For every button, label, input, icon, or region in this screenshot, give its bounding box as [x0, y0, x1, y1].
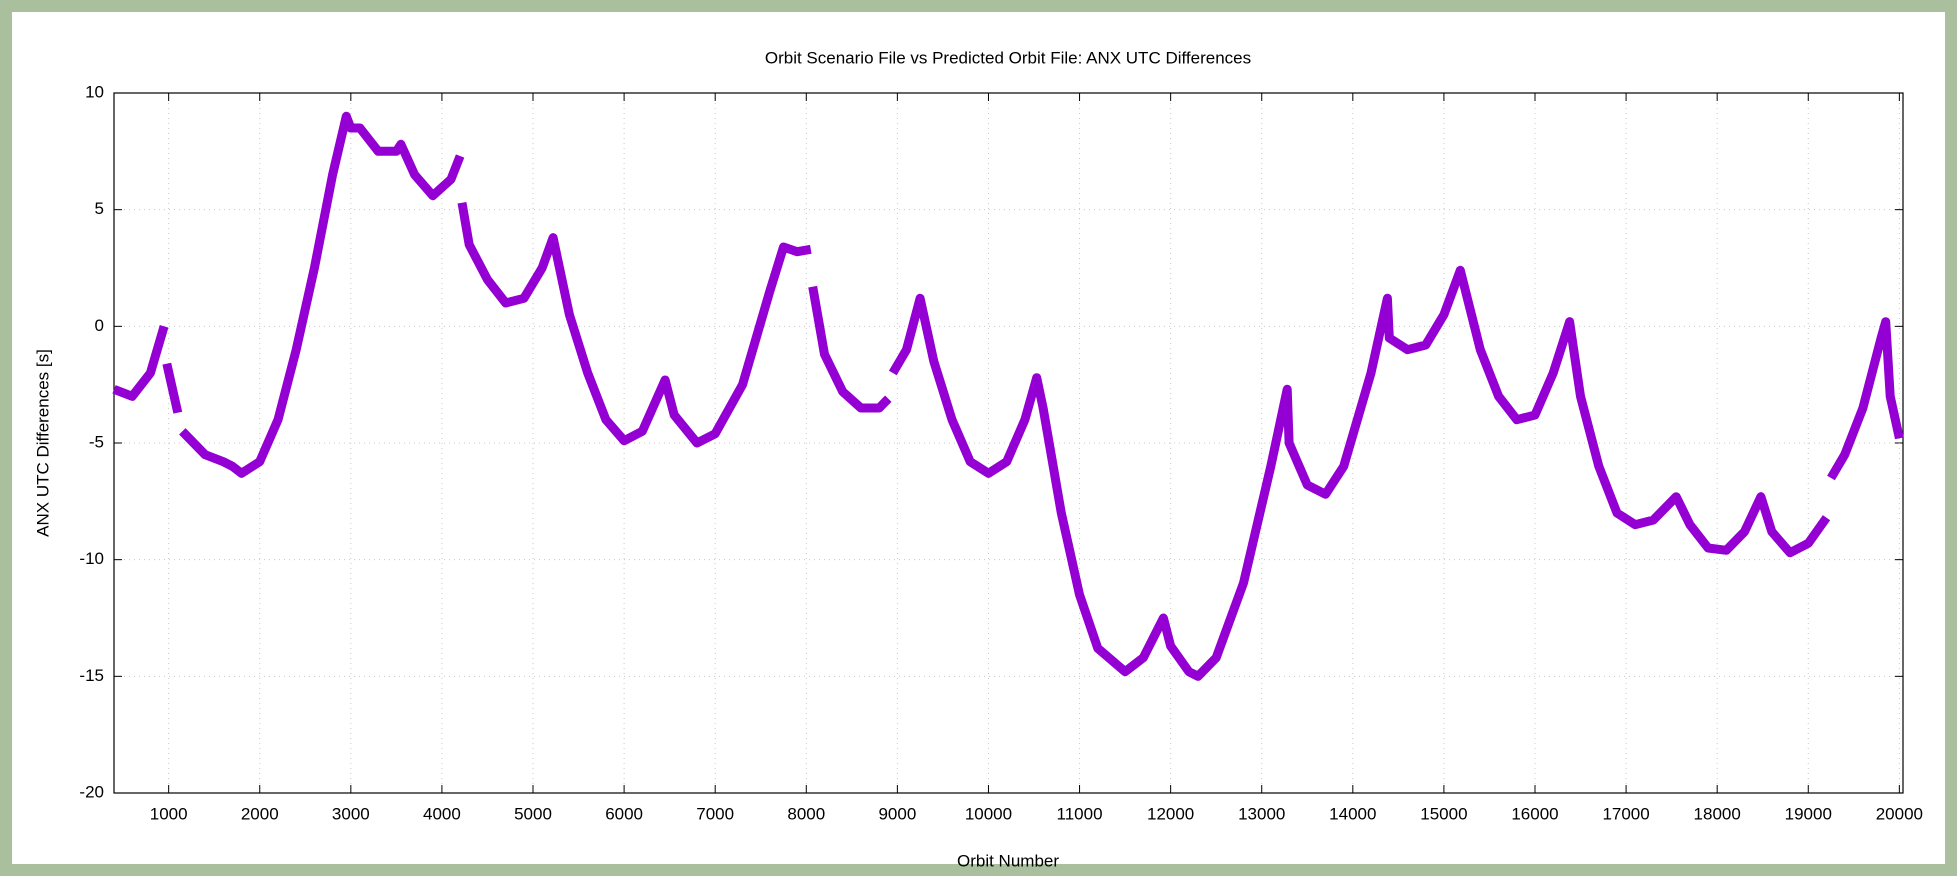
y-tick-label: -20: [79, 782, 104, 801]
y-axis-label: ANX UTC Differences [s]: [33, 349, 52, 537]
x-tick-label: 2000: [241, 804, 279, 823]
y-tick-label: 10: [85, 82, 104, 101]
x-tick-label: 16000: [1511, 804, 1558, 823]
x-tick-label: 1000: [150, 804, 188, 823]
x-tick-label: 13000: [1238, 804, 1285, 823]
y-tick-label: -15: [79, 666, 104, 685]
x-tick-label: 18000: [1694, 804, 1741, 823]
x-tick-label: 20000: [1876, 804, 1923, 823]
x-tick-label: 3000: [332, 804, 370, 823]
x-tick-label: 6000: [605, 804, 643, 823]
x-tick-label: 17000: [1602, 804, 1649, 823]
x-tick-label: 14000: [1329, 804, 1376, 823]
x-tick-label: 5000: [514, 804, 552, 823]
y-tick-label: -5: [89, 432, 104, 451]
data-line: [112, 111, 1904, 681]
x-tick-label: 12000: [1147, 804, 1194, 823]
x-axis-label: Orbit Number: [957, 851, 1059, 870]
x-tick-label: 10000: [965, 804, 1012, 823]
chart-title: Orbit Scenario File vs Predicted Orbit F…: [765, 48, 1251, 67]
x-tick-label: 15000: [1420, 804, 1467, 823]
x-tick-label: 11000: [1057, 804, 1103, 823]
y-tick-label: 5: [95, 199, 104, 218]
x-tick-label: 4000: [423, 804, 461, 823]
x-tick-label: 9000: [878, 804, 916, 823]
y-tick-label: 0: [95, 316, 104, 335]
x-tick-label: 8000: [787, 804, 825, 823]
x-tick-label: 7000: [696, 804, 734, 823]
y-tick-label: -10: [79, 549, 104, 568]
plot-frame: [113, 92, 1904, 794]
x-tick-label: 19000: [1785, 804, 1832, 823]
